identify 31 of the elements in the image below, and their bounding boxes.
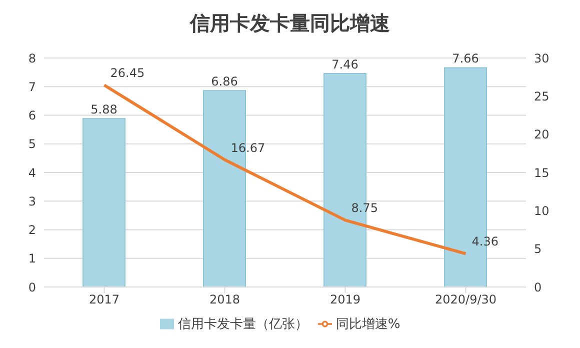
y-tick-label: 0 [28,280,36,294]
y-tick-label: 5 [28,137,36,152]
data-label: 5.88 [90,102,118,117]
y2-tick-label: 5 [534,242,542,256]
x-tick-label: 2018 [209,292,240,307]
y2-tick-label: 15 [534,166,550,180]
legend-label: 同比增速% [336,317,400,332]
data-label: 8.75 [351,201,378,216]
y-tick-label: 6 [28,108,36,123]
y2-tick-label: 20 [534,128,550,142]
y-tick-label: 3 [28,194,36,208]
y-tick-label: 4 [28,166,36,180]
y2-tick-label: 25 [534,89,550,104]
y-tick-label: 8 [28,51,36,66]
x-tick-label: 2019 [330,292,361,307]
y2-tick-label: 0 [534,280,542,294]
y-tick-label: 1 [28,252,36,266]
legend-label: 信用卡发卡量（亿张） [178,317,308,332]
y2-tick-label: 10 [534,204,550,218]
data-label: 7.66 [452,52,479,66]
data-label: 6.86 [211,74,238,89]
chart-title: 信用卡发卡量同比增速 [188,10,391,37]
y2-tick-label: 30 [534,51,550,66]
y-tick-label: 7 [28,80,36,94]
x-tick-label: 2017 [88,292,120,307]
data-label: 4.36 [472,234,498,249]
x-tick-label: 2020/9/30 [434,292,497,307]
data-label: 7.46 [332,57,358,72]
bar [82,118,126,287]
y-tick-label: 2 [28,223,36,238]
data-label: 26.45 [110,66,145,80]
